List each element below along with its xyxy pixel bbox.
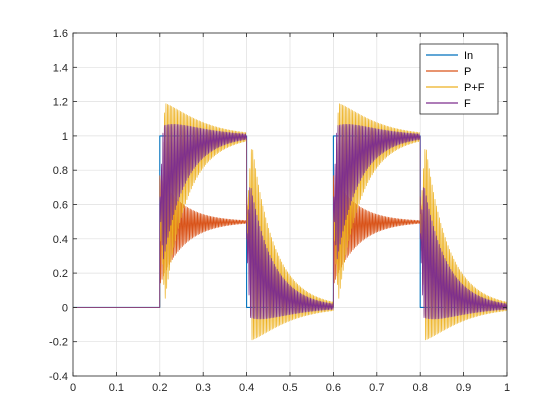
x-tick-label: 0.7: [369, 382, 384, 394]
x-axis: 0 0.1 0.2 0.3 0.4 0.5 0.6 0.7 0.8 0.9 1: [70, 33, 510, 394]
legend-label: F: [464, 98, 471, 110]
legend-label: P+F: [464, 82, 485, 94]
y-tick-label: 0: [62, 302, 68, 314]
x-tick-label: 0.8: [413, 382, 428, 394]
legend-label: In: [464, 50, 473, 62]
series-line-f: [72, 123, 508, 320]
x-tick-label: 1: [504, 382, 510, 394]
x-tick-label: 0.6: [326, 382, 341, 394]
y-tick-label: 0.2: [53, 268, 68, 280]
legend-label: P: [464, 66, 471, 78]
y-tick-label: 0.4: [53, 234, 68, 246]
x-tick-label: 0.9: [456, 382, 471, 394]
y-tick-label: 1: [62, 131, 68, 143]
y-axis: -0.4 -0.2 0 0.2 0.4 0.6 0.8 1 1.2 1.4 1.6: [49, 28, 507, 383]
x-tick-label: 0.2: [152, 382, 167, 394]
y-tick-label: -0.4: [49, 371, 68, 383]
x-tick-label: 0.3: [196, 382, 211, 394]
series-layer: [72, 103, 508, 341]
y-tick-label: 0.6: [53, 200, 68, 212]
y-tick-label: -0.2: [49, 337, 68, 349]
y-tick-label: 0.8: [53, 165, 68, 177]
x-tick-label: 0.1: [109, 382, 124, 394]
x-tick-label: 0.5: [282, 382, 297, 394]
y-tick-label: 1.6: [53, 28, 68, 40]
x-tick-label: 0.4: [239, 382, 254, 394]
legend: In P P+F F: [419, 43, 499, 115]
y-tick-label: 1.4: [53, 62, 68, 74]
legend-box: [419, 43, 499, 115]
x-tick-label: 0: [70, 382, 76, 394]
y-tick-label: 1.2: [53, 97, 68, 109]
